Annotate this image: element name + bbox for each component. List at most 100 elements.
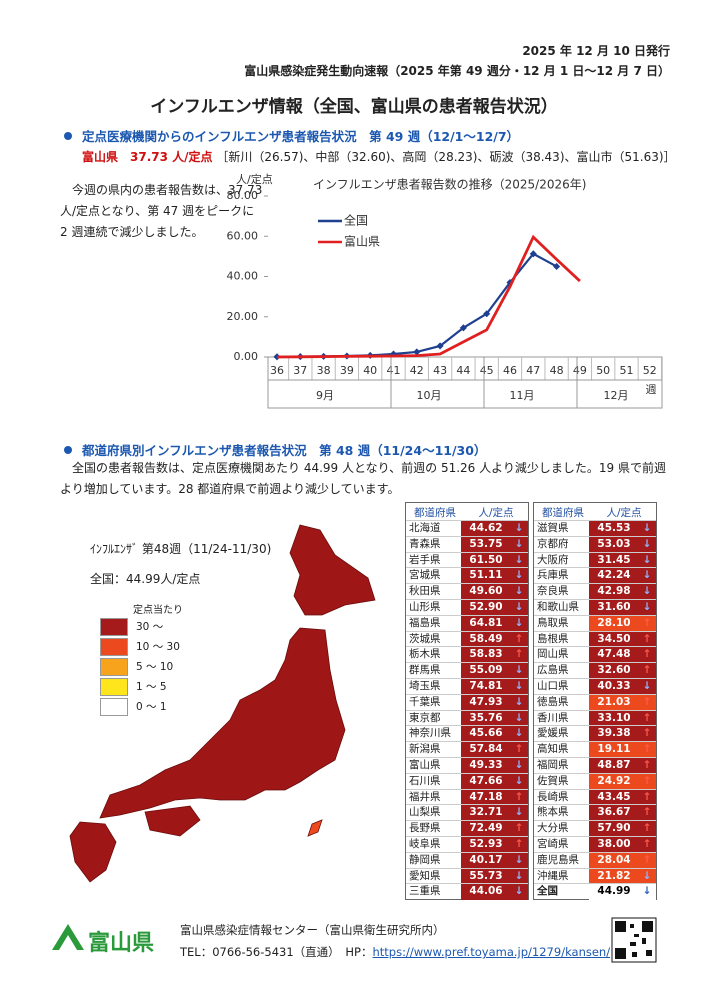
bulletin: 富山県感染症発生動向速報（2025 年第 49 週分・12 月 1 日～12 月… bbox=[244, 64, 670, 78]
table-row: 兵庫県 42.24 ↓ bbox=[534, 567, 656, 585]
prefecture: 静岡県 bbox=[409, 853, 441, 866]
trend-arrow: ↓ bbox=[642, 569, 652, 582]
table-header: 都道府県 bbox=[542, 507, 584, 519]
okinawa bbox=[307, 819, 323, 837]
value: 74.81 bbox=[469, 680, 503, 692]
value-cell: 40.17 ↓ bbox=[461, 852, 528, 869]
center-name: 富山県感染症情報センター（富山県衛生研究所内） bbox=[180, 923, 445, 937]
table-row: 愛知県 55.73 ↓ bbox=[406, 867, 528, 885]
url[interactable]: https://www.pref.toyama.jp/1279/kansen/ bbox=[372, 945, 611, 959]
x-tick-label: 43 bbox=[433, 364, 447, 377]
marker bbox=[459, 324, 467, 332]
value: 52.90 bbox=[469, 601, 503, 613]
table-row: 群馬県 55.09 ↓ bbox=[406, 662, 528, 679]
prefecture: 福岡県 bbox=[537, 759, 569, 771]
value: 28.04 bbox=[597, 853, 631, 866]
prefecture: 全国 bbox=[537, 885, 558, 898]
marker bbox=[413, 348, 421, 356]
legend-label: 1 ～ 5 bbox=[136, 681, 167, 693]
trend-arrow: ↓ bbox=[514, 727, 524, 740]
paragraph: 全国の患者報告数は、定点医療機関あたり 44.99 人となり、前週の 51.26… bbox=[60, 461, 666, 496]
honshu bbox=[99, 627, 346, 819]
prefecture: 鹿児島県 bbox=[537, 853, 579, 866]
value: 49.33 bbox=[469, 759, 503, 771]
value: 44.62 bbox=[469, 522, 503, 534]
value-cell: 47.48 ↑ bbox=[589, 647, 656, 664]
trend-arrow: ↓ bbox=[514, 664, 524, 677]
prefecture: 岡山県 bbox=[537, 648, 569, 661]
legend-label: 10 ～ 30 bbox=[136, 641, 180, 653]
value: 55.09 bbox=[469, 664, 503, 677]
value: 47.93 bbox=[469, 695, 503, 708]
marker bbox=[483, 310, 491, 318]
value-cell: 58.83 ↑ bbox=[461, 647, 528, 664]
value-cell: 64.81 ↓ bbox=[461, 615, 528, 632]
prefecture: 長野県 bbox=[409, 822, 441, 835]
table-row: 北海道 44.62 ↓ bbox=[406, 520, 528, 537]
trend-arrow: ↑ bbox=[514, 822, 524, 835]
trend-arrow: ↓ bbox=[514, 616, 524, 629]
trend-arrow: ↑ bbox=[514, 632, 524, 645]
table-row: 全国 44.99 ↓ bbox=[534, 883, 656, 901]
value: 51.11 bbox=[469, 569, 503, 582]
kyushu bbox=[69, 821, 117, 883]
marker bbox=[436, 342, 444, 350]
value-cell: 45.66 ↓ bbox=[461, 726, 528, 743]
prefecture: 香川県 bbox=[537, 711, 569, 724]
table-row: 山形県 52.90 ↓ bbox=[406, 599, 528, 616]
trend-arrow: ↓ bbox=[514, 601, 524, 613]
table-row: 新潟県 57.84 ↑ bbox=[406, 741, 528, 758]
value-cell: 33.10 ↑ bbox=[589, 710, 656, 727]
value: 61.50 bbox=[469, 553, 503, 566]
x-tick-label: 41 bbox=[387, 364, 401, 377]
y-tick-label: 60.00 bbox=[227, 229, 259, 242]
prefecture: 滋賀県 bbox=[537, 522, 569, 534]
table-row: 東京都 35.76 ↓ bbox=[406, 709, 528, 727]
trend-arrow: ↓ bbox=[514, 680, 524, 692]
table-row: 大阪府 31.45 ↓ bbox=[534, 551, 656, 569]
prefecture: 茨城県 bbox=[409, 632, 441, 645]
table-header: 人/定点 bbox=[606, 507, 642, 519]
value: 48.87 bbox=[597, 759, 631, 771]
x-tick-label: 42 bbox=[410, 364, 424, 377]
prefecture: 岐阜県 bbox=[409, 838, 441, 850]
hokkaido bbox=[289, 524, 376, 616]
value: 58.83 bbox=[469, 648, 503, 661]
x-tick-label: 50 bbox=[596, 364, 610, 377]
contact: TEL：0766-56-5431（直通） HP：https://www.pref… bbox=[180, 944, 610, 960]
x-tick-label: 52 bbox=[643, 364, 657, 377]
prefecture: 埼玉県 bbox=[409, 680, 441, 692]
trend-arrow: ↓ bbox=[642, 585, 652, 598]
table-row: 長崎県 43.45 ↑ bbox=[534, 788, 656, 806]
trend-arrow: ↑ bbox=[642, 743, 652, 756]
prefecture: 熊本県 bbox=[537, 806, 569, 819]
value-cell: 44.62 ↓ bbox=[461, 521, 528, 537]
series-line bbox=[276, 234, 581, 359]
value-cell: 36.67 ↑ bbox=[589, 805, 656, 822]
prefecture: 奈良県 bbox=[537, 585, 569, 598]
table-row: 徳島県 21.03 ↑ bbox=[534, 693, 656, 711]
table-row: 熊本県 36.67 ↑ bbox=[534, 804, 656, 822]
prefecture: 神奈川県 bbox=[409, 727, 451, 740]
series-line bbox=[276, 252, 558, 358]
trend-arrow: ↑ bbox=[514, 648, 524, 661]
value-cell: 49.60 ↓ bbox=[461, 584, 528, 600]
table-row: 茨城県 58.49 ↑ bbox=[406, 630, 528, 648]
trend-arrow: ↓ bbox=[514, 869, 524, 882]
prefecture: 秋田県 bbox=[409, 585, 441, 598]
value: 64.81 bbox=[469, 616, 503, 629]
month-label: 11月 bbox=[510, 389, 535, 402]
section-heading: 都道府県別インフルエンザ患者報告状況 第 48 週（11/24～11/30） bbox=[64, 440, 486, 459]
prefecture: 栃木県 bbox=[409, 648, 441, 661]
value-cell: 57.84 ↑ bbox=[461, 742, 528, 758]
x-tick-label: 38 bbox=[317, 364, 331, 377]
value-cell: 38.00 ↑ bbox=[589, 837, 656, 853]
value-cell: 40.33 ↓ bbox=[589, 679, 656, 695]
value-cell: 21.82 ↓ bbox=[589, 868, 656, 885]
districts: ［新川（26.57)、中部（32.60)、高岡（28.23)、砺波（38.43)… bbox=[216, 150, 676, 164]
prefecture: 三重県 bbox=[409, 885, 441, 898]
month-label: 9月 bbox=[316, 389, 334, 402]
prefecture: 高知県 bbox=[537, 743, 569, 756]
table: 都道府県 人/定点 北海道 44.62 ↓ 青森県 53.75 ↓ 岩手県 61.50 ↓ 宮城県 51… bbox=[405, 502, 529, 901]
